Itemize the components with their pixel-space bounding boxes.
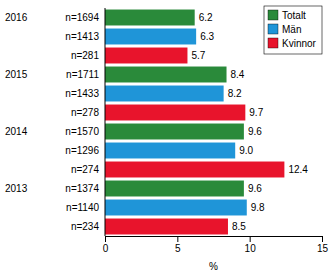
data-label: 9.6 — [248, 183, 262, 194]
data-label: 5.7 — [191, 50, 205, 61]
n-label: n=281 — [71, 50, 100, 61]
n-label: n=1296 — [65, 145, 99, 156]
bar — [105, 219, 228, 235]
bar — [105, 10, 195, 26]
data-label: 6.2 — [199, 12, 213, 23]
n-label: n=1140 — [66, 202, 99, 213]
tick-mark — [177, 236, 178, 242]
tick-mark — [250, 236, 251, 242]
bar — [105, 181, 244, 197]
tick-label: 10 — [245, 243, 257, 254]
n-label: n=1433 — [65, 88, 99, 99]
tick: 10 — [245, 236, 257, 254]
tick-label: 15 — [317, 243, 329, 254]
tick: 5 — [175, 236, 181, 254]
x-axis-title: % — [209, 261, 218, 272]
category-label: 2016 — [5, 12, 28, 23]
data-label: 6.3 — [200, 31, 214, 42]
bar — [105, 162, 284, 178]
n-label: n=1694 — [65, 12, 99, 23]
bar — [105, 29, 196, 45]
n-label: n=1374 — [65, 183, 99, 194]
n-label: n=1711 — [66, 69, 99, 80]
tick-label: 5 — [175, 243, 181, 254]
bar — [105, 124, 244, 140]
category-label: 2015 — [5, 69, 28, 80]
legend-label: Kvinnor — [282, 38, 317, 49]
tick-label: 0 — [103, 243, 109, 254]
legend-swatch — [268, 10, 278, 20]
legend: Totalt Män Kvinnor — [264, 6, 322, 54]
data-label: 8.4 — [231, 69, 245, 80]
data-label: 8.5 — [232, 221, 246, 232]
axis-line — [106, 236, 323, 237]
tick-mark — [105, 236, 106, 242]
bar — [105, 67, 227, 83]
bar — [105, 105, 245, 121]
data-label: 9.8 — [251, 202, 265, 213]
tick-mark — [322, 236, 323, 242]
chart: 6.2 6.3 5.7 8.4 8.2 9.7 9.6 9.0 12.4 9.6 9.8 8.5 n=1… — [0, 0, 335, 276]
bar — [105, 48, 187, 64]
legend-swatch — [268, 24, 278, 34]
n-label: n=234 — [71, 221, 100, 232]
legend-box — [264, 6, 322, 54]
labels: 6.2 6.3 5.7 8.4 8.2 9.7 9.6 9.0 12.4 9.6 9.8 8.5 n=1… — [5, 12, 308, 232]
data-label: 12.4 — [288, 164, 308, 175]
n-label: n=278 — [71, 107, 100, 118]
bars — [105, 10, 284, 235]
n-label: n=274 — [71, 164, 100, 175]
data-label: 9.7 — [249, 107, 263, 118]
data-label: 8.2 — [228, 88, 242, 99]
y-axis-line — [105, 8, 106, 236]
legend-label: Män — [282, 24, 301, 35]
category-label: 2014 — [5, 126, 28, 137]
n-label: n=1570 — [65, 126, 99, 137]
bar — [105, 86, 224, 102]
bar — [105, 200, 247, 216]
bar — [105, 143, 235, 159]
category-label: 2013 — [5, 183, 28, 194]
tick: 15 — [317, 236, 329, 254]
n-label: n=1413 — [65, 31, 99, 42]
tick: 0 — [103, 236, 109, 254]
legend-label: Totalt — [282, 10, 306, 21]
x-axis: 0 5 10 15 — [103, 236, 329, 254]
data-label: 9.6 — [248, 126, 262, 137]
legend-swatch — [268, 38, 278, 48]
data-label: 9.0 — [239, 145, 253, 156]
